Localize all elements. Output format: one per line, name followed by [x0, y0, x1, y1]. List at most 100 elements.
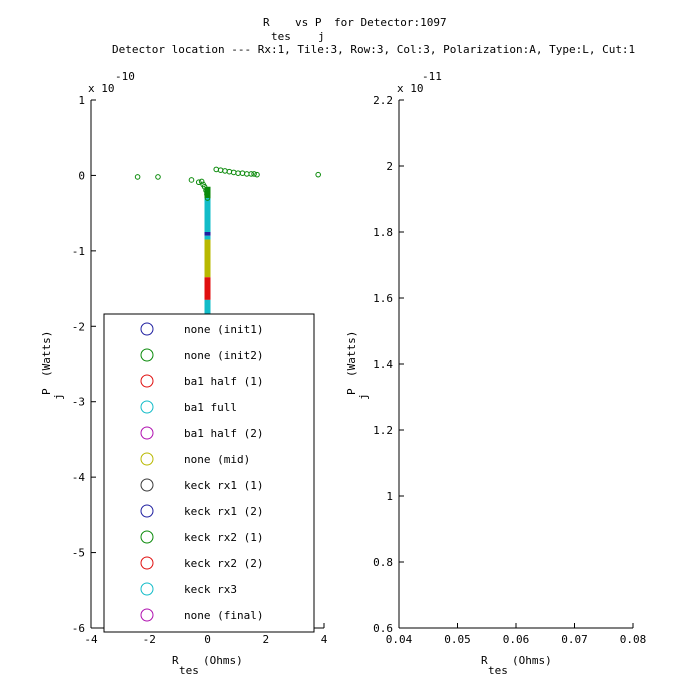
- svg-text:(Ohms): (Ohms): [203, 654, 243, 667]
- data-point: [251, 171, 257, 177]
- legend-marker: [140, 478, 154, 492]
- svg-text:tes: tes: [488, 664, 508, 677]
- left-y-tick-label: -4: [72, 471, 86, 484]
- right-y-tick-label: 1.8: [373, 226, 393, 239]
- right-x-tick-label: 0.05: [444, 633, 471, 646]
- legend-marker: [140, 608, 154, 622]
- data-point: [248, 171, 254, 177]
- legend: none (init1) none (init2) ba1 half (1) ba1 …: [103, 313, 315, 633]
- chart-title: R vs P for Detector:1097 tes j Detector …: [112, 16, 635, 56]
- right-x-tick-label: 0.06: [503, 633, 530, 646]
- legend-marker: [140, 322, 154, 336]
- right-y-tick-label: 2: [386, 160, 393, 173]
- data-point: [226, 168, 233, 175]
- right-x-label: R tes (Ohms): [481, 654, 552, 677]
- svg-text:j: j: [52, 393, 65, 400]
- data-point: [213, 166, 220, 173]
- svg-text:Detector location --- Rx:1, Ti: Detector location --- Rx:1, Tile:3, Row:…: [112, 43, 635, 56]
- legend-marker: [140, 452, 154, 466]
- legend-label: ba1 half (2): [184, 427, 263, 440]
- legend-marker: [140, 400, 154, 414]
- left-x-tick-label: 4: [321, 633, 328, 646]
- data-point: [203, 187, 209, 194]
- left-x-tick-label: 2: [262, 633, 269, 646]
- data-point: [198, 178, 205, 185]
- data-segment: [204, 299, 211, 315]
- right-y-tick-label: 0.8: [373, 556, 393, 569]
- svg-text:P: P: [345, 388, 358, 395]
- right-y-label: P j (Watts): [345, 331, 370, 400]
- svg-text:(Watts): (Watts): [345, 331, 358, 377]
- svg-text:R: R: [481, 654, 488, 667]
- data-segment: [204, 235, 211, 240]
- legend-label: ba1 full: [184, 401, 237, 414]
- data-point: [217, 167, 224, 173]
- right-y-tick-label: 1.4: [373, 358, 393, 371]
- legend-label: none (init1): [184, 323, 263, 336]
- right-x-tick-label: 0.07: [561, 633, 588, 646]
- legend-box: [103, 313, 315, 633]
- right-x-tick-label: 0.04: [386, 633, 413, 646]
- right-plot: x 10 -11 2.2 2 1.8 1.6 1.4 1.2 1 0.8 0.6 0.04 0.0…: [345, 70, 646, 677]
- data-point: [222, 168, 228, 174]
- svg-text:tes: tes: [179, 664, 199, 677]
- right-y-tick-label: 2.2: [373, 94, 393, 107]
- data-segment: [204, 239, 211, 278]
- left-x-tick-label: -4: [84, 633, 98, 646]
- data-segment: [204, 198, 211, 232]
- left-x-label: R tes (Ohms): [172, 654, 243, 677]
- right-y-tick-label: 1: [386, 490, 393, 503]
- left-x-tick-label: -2: [143, 633, 156, 646]
- legend-marker: [140, 348, 154, 362]
- legend-label: none (mid): [184, 453, 250, 466]
- left-y-tick-label: 1: [78, 94, 85, 107]
- data-point: [230, 169, 237, 176]
- legend-label: ba1 half (1): [184, 375, 263, 388]
- right-y-tick-label: 1.6: [373, 292, 393, 305]
- legend-label: keck rx1 (2): [184, 505, 263, 518]
- svg-text:j: j: [357, 393, 370, 400]
- left-y-label: P j (Watts): [40, 331, 65, 400]
- svg-text:for Detector:1097: for Detector:1097: [334, 16, 447, 29]
- left-y-tick-label: -1: [72, 245, 85, 258]
- legend-marker: [140, 556, 154, 570]
- svg-text:R: R: [172, 654, 179, 667]
- svg-text:R: R: [263, 16, 270, 29]
- legend-label: keck rx2 (1): [184, 531, 263, 544]
- legend-marker: [140, 426, 154, 440]
- data-point: [155, 174, 161, 180]
- legend-marker: [140, 530, 154, 544]
- data-point: [134, 174, 141, 180]
- left-y-exponent-base: x 10: [88, 82, 115, 95]
- right-y-tick-label: 0.6: [373, 622, 393, 635]
- left-y-tick-label: 0: [78, 169, 85, 182]
- left-y-tick-label: -6: [72, 622, 85, 635]
- data-point: [204, 191, 210, 198]
- legend-marker: [140, 582, 154, 596]
- svg-text:(Watts): (Watts): [40, 331, 53, 377]
- left-plot: x 10 -10 1 0 -1 -2 -3 -4 -5 -6 -4 -2 0 2 4 R tes (O…: [40, 70, 328, 677]
- left-x-tick-label: 0: [204, 633, 211, 646]
- data-segment: [204, 277, 211, 300]
- data-point: [204, 195, 211, 201]
- svg-text:vs P: vs P: [295, 16, 322, 29]
- left-y-exponent: -10: [115, 70, 135, 83]
- data-point: [195, 179, 202, 186]
- svg-text:j: j: [318, 30, 325, 43]
- legend-label: keck rx3: [184, 583, 237, 596]
- legend-label: keck rx2 (2): [184, 557, 263, 570]
- svg-text:P: P: [40, 388, 53, 395]
- left-y-tick-label: -2: [72, 320, 85, 333]
- legend-label: none (init2): [184, 349, 263, 362]
- data-point: [188, 177, 195, 183]
- svg-text:tes: tes: [271, 30, 291, 43]
- right-x-tick-label: 0.08: [620, 633, 647, 646]
- legend-label: keck rx1 (1): [184, 479, 263, 492]
- legend-marker: [140, 504, 154, 518]
- legend-marker: [140, 374, 154, 388]
- legend-label: none (final): [184, 609, 263, 622]
- data-segment: [204, 232, 211, 236]
- data-point: [254, 171, 260, 178]
- right-y-exponent-base: x 10: [397, 82, 424, 95]
